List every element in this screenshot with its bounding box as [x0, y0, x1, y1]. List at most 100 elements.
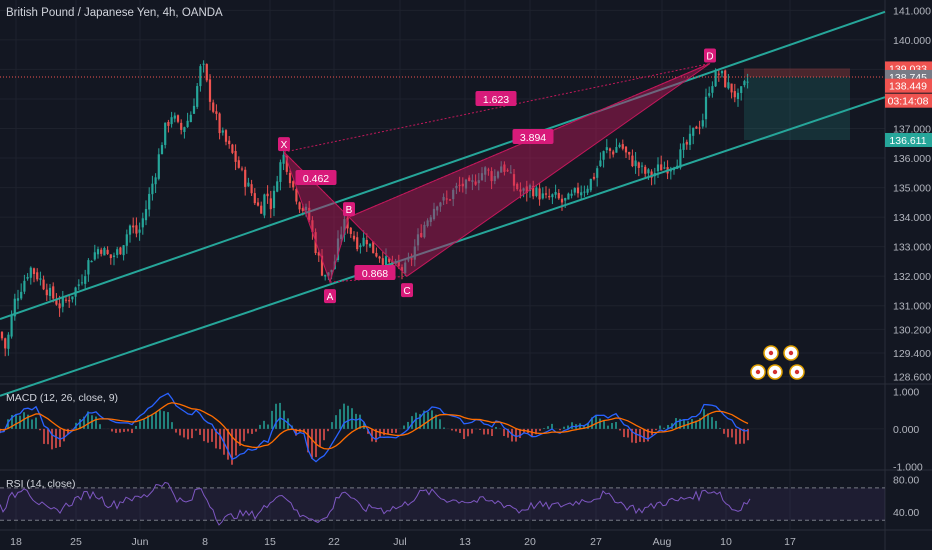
candle-body [400, 267, 404, 272]
time-axis[interactable]: 18 25 Jun 8 15 22 Jul 13 20 27 Aug 10 17 [10, 536, 796, 548]
candle-body [634, 160, 637, 167]
candle-body [557, 193, 560, 199]
candle-body [445, 198, 448, 200]
candle-body [320, 255, 324, 276]
candle-body [276, 181, 279, 192]
candle-body [39, 278, 42, 280]
parallel-channel[interactable] [0, 10, 886, 397]
candle-body [602, 151, 605, 160]
candle-body [548, 196, 551, 198]
candle-body [631, 155, 634, 167]
candle-body [621, 144, 624, 149]
candle-body [541, 193, 544, 199]
candle-body [576, 187, 580, 194]
candle-body [624, 146, 628, 153]
position-tool[interactable] [744, 68, 850, 140]
candle-body [663, 167, 666, 169]
candle-body [365, 239, 368, 245]
candle-body [132, 225, 135, 228]
candle-body [573, 188, 576, 193]
candle-body [141, 218, 144, 228]
price-tick-label: 137.000 [893, 123, 931, 135]
price-tick-label: 130.200 [893, 324, 931, 336]
pattern-point-c: C [403, 286, 410, 297]
candle-body [52, 286, 55, 299]
candle-body [679, 149, 682, 168]
candle-body [708, 93, 711, 96]
candle-body [468, 177, 471, 181]
candle-body [26, 277, 29, 279]
candle-body [436, 206, 439, 211]
candle-body [119, 247, 122, 255]
candle-body [144, 209, 148, 221]
candle-body [282, 154, 285, 164]
candle-body [352, 235, 356, 240]
candle-body [311, 220, 314, 233]
candle-body [340, 234, 343, 239]
candle-body [596, 168, 599, 178]
xabcd-pattern[interactable]: X A B C D 0.462 0.868 3.894 1.623 [278, 48, 716, 304]
event-flag-dot [794, 369, 800, 375]
candle-body [324, 274, 327, 277]
candle-body [720, 70, 724, 74]
candle-body [71, 296, 74, 300]
candle-body [266, 193, 269, 197]
candle-body [528, 185, 532, 192]
candle-body [167, 121, 170, 126]
candle-body [484, 167, 487, 175]
candle-body [199, 66, 202, 87]
candle-body [455, 185, 458, 189]
candle-body [0, 332, 4, 339]
candle-body [180, 122, 183, 130]
candle-body [740, 86, 743, 93]
channel-upper-line [0, 10, 886, 320]
time-tick-label: Jul [393, 536, 406, 548]
candle-body [500, 166, 503, 173]
candle-body [592, 176, 596, 179]
candle-body [375, 252, 378, 257]
price-tick-label: 135.000 [893, 183, 931, 195]
candle-body [416, 234, 420, 246]
candle-body [247, 182, 250, 187]
candle-body [608, 148, 612, 151]
candle-body [404, 262, 407, 274]
candle-body [288, 172, 292, 184]
price-axis-label: 03:14:08 [888, 96, 929, 108]
time-tick-label: 17 [784, 536, 796, 548]
ratio-box [475, 91, 517, 106]
candle-body [461, 183, 464, 187]
pattern-ratio-line [283, 63, 711, 153]
candle-body [599, 160, 602, 167]
event-markers[interactable] [750, 345, 805, 380]
candle-body [250, 184, 253, 194]
candle-body [423, 224, 426, 238]
candle-body [32, 268, 36, 275]
candle-body [381, 258, 384, 265]
candle-body [736, 92, 740, 99]
candle-body [343, 219, 346, 235]
candle-body [410, 258, 413, 260]
candle-body [471, 180, 474, 182]
price-tick-label: 128.600 [893, 372, 931, 384]
candle-body [272, 190, 276, 209]
candle-body [36, 272, 39, 280]
candle-body [308, 207, 311, 220]
candle-body [512, 174, 516, 186]
candle-body [64, 299, 68, 301]
candle-body [743, 81, 746, 86]
candle-body [224, 130, 228, 142]
candle-body [362, 237, 365, 246]
candle-body [554, 191, 557, 195]
candle-body [20, 291, 23, 299]
candle-body [727, 82, 730, 89]
ratio-box [295, 170, 337, 185]
candle-body [336, 238, 340, 261]
pattern-point-a: A [327, 292, 334, 303]
event-flag-dot [772, 369, 778, 375]
pattern-point-box [343, 202, 355, 217]
candle-body [356, 237, 359, 250]
candle-body [474, 181, 477, 185]
price-axis-label: 138.449 [889, 81, 927, 93]
